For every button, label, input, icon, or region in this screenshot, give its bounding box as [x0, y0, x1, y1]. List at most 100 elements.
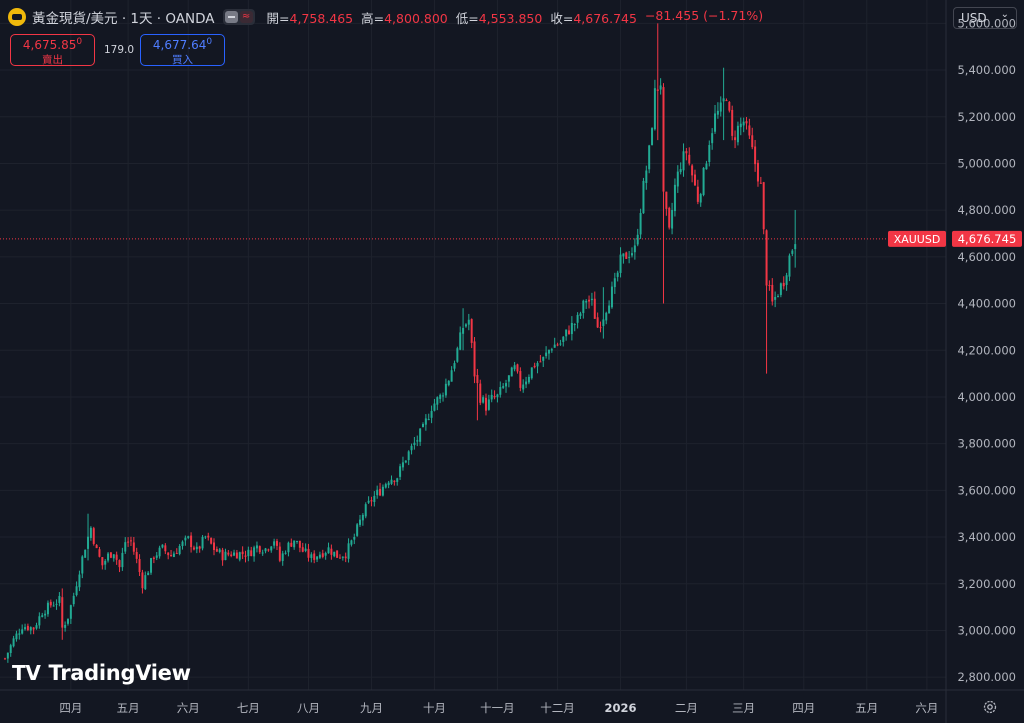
- candle-body: [444, 383, 447, 396]
- candle-body: [639, 213, 642, 235]
- candle-body: [393, 480, 396, 482]
- candle-body: [542, 356, 545, 361]
- candle-body: [144, 575, 147, 590]
- candle-body: [238, 552, 241, 560]
- candle-body: [396, 478, 399, 482]
- candle-body: [716, 110, 719, 115]
- candle-body: [164, 545, 167, 552]
- candle-body: [633, 245, 636, 253]
- candle-body: [278, 546, 281, 561]
- candle-body: [287, 542, 290, 553]
- candle-body: [347, 543, 350, 559]
- candle-body: [682, 151, 685, 171]
- x-tick-label: 六月: [177, 701, 200, 715]
- y-tick-label: 4,000.000: [957, 390, 1016, 404]
- candle-body: [536, 363, 539, 367]
- candle-body: [762, 182, 765, 230]
- currency-select[interactable]: USD ⌄: [953, 7, 1017, 29]
- x-tick-label: 九月: [360, 701, 383, 715]
- sell-button[interactable]: 4,675.850 賣出: [10, 34, 95, 66]
- candle-body: [235, 552, 238, 559]
- candle-body: [350, 540, 353, 545]
- candle-body: [416, 440, 419, 442]
- candle-body: [442, 395, 445, 397]
- candle-body: [608, 305, 611, 314]
- symbol-title[interactable]: 黃金現貨/美元 · 1天 · OANDA: [32, 11, 215, 27]
- candle-body: [568, 330, 571, 335]
- candle-body: [107, 553, 110, 561]
- buy-price: 4,677.64: [152, 38, 207, 52]
- candle-body: [198, 546, 201, 549]
- candle-body: [109, 552, 112, 558]
- candle-body: [765, 230, 768, 286]
- candle-body: [361, 514, 364, 521]
- candle-body: [593, 298, 596, 319]
- x-tick-label: 2026: [605, 701, 637, 715]
- candle-body: [379, 488, 382, 496]
- candle-body: [373, 495, 376, 503]
- candle-body: [645, 170, 648, 183]
- candle-body: [556, 344, 559, 346]
- candle-body: [439, 394, 442, 399]
- candle-body: [456, 348, 459, 362]
- candle-body: [605, 312, 608, 321]
- candle-body: [447, 380, 450, 386]
- candle-body: [298, 540, 301, 548]
- candle-body: [101, 557, 104, 566]
- candle-body: [207, 535, 210, 538]
- candle-body: [9, 645, 12, 653]
- y-tick-label: 3,600.000: [957, 483, 1016, 497]
- candle-body: [673, 184, 676, 212]
- y-tick-label: 5,000.000: [957, 156, 1016, 170]
- candle-body: [473, 341, 476, 377]
- candle-body: [38, 616, 41, 626]
- y-tick-label: 3,000.000: [957, 623, 1016, 637]
- candle-body: [479, 383, 482, 403]
- candle-body: [296, 540, 299, 542]
- y-tick-label: 3,800.000: [957, 437, 1016, 451]
- candle-body: [181, 541, 184, 547]
- candle-body: [659, 85, 662, 90]
- candle-body: [318, 554, 321, 558]
- candle-body: [161, 544, 164, 548]
- y-tick-label: 4,200.000: [957, 343, 1016, 357]
- candle-body: [364, 504, 367, 517]
- candle-body: [450, 370, 453, 382]
- gear-icon[interactable]: [982, 699, 998, 715]
- view-toggle[interactable]: ≈: [222, 9, 255, 25]
- candle-body: [227, 552, 230, 555]
- candle-body: [41, 615, 44, 617]
- y-tick-label: 5,200.000: [957, 110, 1016, 124]
- candle-body: [705, 163, 708, 170]
- close-label: 收=: [550, 10, 574, 26]
- candle-body: [505, 383, 508, 387]
- candle-body: [381, 486, 384, 496]
- minus-icon[interactable]: [224, 11, 238, 23]
- candle-body: [573, 323, 576, 325]
- close-value: 4,676.745: [573, 10, 637, 26]
- candle-body: [582, 300, 585, 314]
- candle-body: [516, 364, 519, 372]
- x-tick-label: 六月: [915, 701, 938, 715]
- approx-icon[interactable]: ≈: [239, 11, 253, 23]
- candle-body: [233, 552, 236, 556]
- candle-body: [158, 547, 161, 557]
- candle-body: [293, 540, 296, 548]
- candle-body: [187, 536, 190, 538]
- candle-body: [129, 540, 132, 542]
- candle-body: [104, 560, 107, 565]
- tradingview-logo: TV TradingView: [12, 661, 191, 685]
- candle-body: [407, 451, 410, 461]
- x-tick-label: 二月: [675, 701, 698, 715]
- candle-body: [147, 572, 150, 576]
- candle-body: [316, 556, 319, 560]
- candle-body: [135, 551, 138, 559]
- candle-body: [218, 549, 221, 553]
- candle-body: [21, 629, 24, 634]
- candle-body: [78, 574, 81, 588]
- candle-body: [330, 548, 333, 555]
- buy-button[interactable]: 4,677.640 買入: [140, 34, 225, 66]
- candle-body: [419, 428, 422, 442]
- candle-body: [84, 549, 87, 558]
